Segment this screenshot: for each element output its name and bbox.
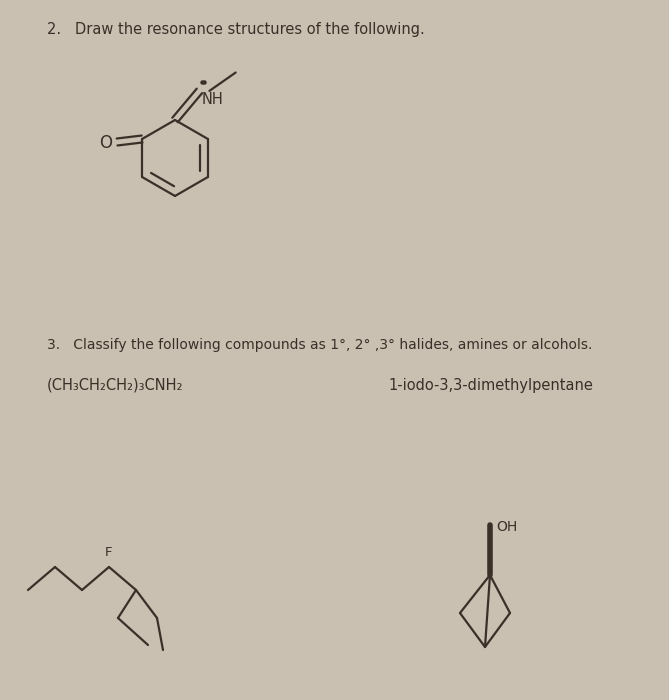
Text: F: F xyxy=(105,546,113,559)
Text: O: O xyxy=(100,134,112,152)
Text: 3.   Classify the following compounds as 1°, 2° ,3° halides, amines or alcohols.: 3. Classify the following compounds as 1… xyxy=(47,338,592,352)
Text: 2.   Draw the resonance structures of the following.: 2. Draw the resonance structures of the … xyxy=(47,22,425,37)
Text: (CH₃CH₂CH₂)₃CNH₂: (CH₃CH₂CH₂)₃CNH₂ xyxy=(47,378,183,393)
Text: OH: OH xyxy=(496,520,517,534)
Text: 1-iodo-3,3-dimethylpentane: 1-iodo-3,3-dimethylpentane xyxy=(388,378,593,393)
Text: NH: NH xyxy=(201,92,223,107)
